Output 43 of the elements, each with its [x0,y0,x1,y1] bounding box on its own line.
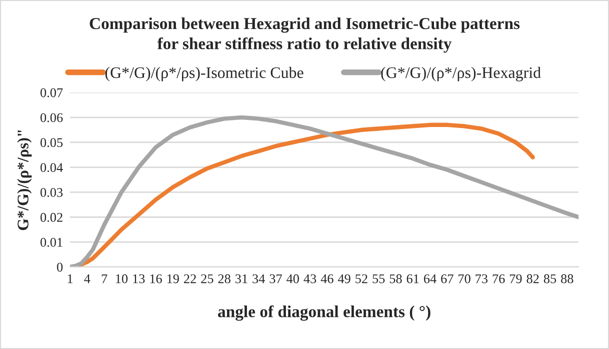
y-tick-label: 0.03 [40,188,63,197]
x-tick-label: 22 [184,274,196,284]
x-tick-label: 64 [424,274,436,284]
x-tick-label: 13 [133,274,145,284]
x-tick-label: 25 [201,274,214,284]
x-tick-label: 55 [372,274,385,284]
x-tick-label: 46 [320,274,334,284]
x-tick-label: 82 [526,274,539,284]
x-tick-label: 76 [492,274,505,284]
x-tick-label: 19 [167,274,179,284]
x-tick-label: 37 [270,274,282,284]
y-tick-label: 0.07 [40,88,63,98]
x-tick-label: 28 [218,274,230,284]
x-tick-label: 88 [561,274,574,284]
x-tick-label: 40 [286,274,299,284]
x-tick-label: 1 [68,274,73,284]
y-tick-label: 0.04 [40,163,63,172]
x-tick-label: 52 [356,274,368,284]
x-tick-label: 79 [510,274,522,284]
x-tick-label: 4 [84,274,90,284]
x-tick-label: 73 [476,274,488,284]
x-tick-label: 10 [116,274,128,284]
x-tick-label: 67 [441,274,454,284]
x-tick-label: 61 [406,274,419,284]
y-tick-label: 0.06 [40,113,63,122]
x-tick-label: 70 [458,274,470,284]
legend-label: (G*/G)/(ρ*/ρs)-Isometric Cube [105,66,304,82]
x-axis-title: angle of diagonal elements ( °) [218,305,430,321]
y-tick-label: 0.02 [40,212,62,222]
x-tick-label: 58 [390,274,402,284]
x-tick-label: 7 [102,274,108,284]
y-tick-label: 0 [56,262,63,272]
x-tick-label: 43 [304,274,316,284]
x-tick-label: 31 [235,274,248,284]
y-tick-label: 0.01 [40,238,62,247]
x-tick-label: 85 [544,274,556,284]
x-tick-label: 49 [338,274,350,284]
legend-label: (G*/G)/(ρ*/ρs)-Hexagrid [381,66,541,82]
x-tick-label: 34 [252,274,265,284]
chart-title: Comparison between Hexagrid and Isometric-Cube patterns for shear stiffness ratio to relative density [90,17,520,53]
y-tick-label: 0.05 [40,138,63,148]
x-tick-label: 16 [150,274,162,284]
y-axis-title: G*/G)/(ρ*/ρs)" [17,130,32,230]
